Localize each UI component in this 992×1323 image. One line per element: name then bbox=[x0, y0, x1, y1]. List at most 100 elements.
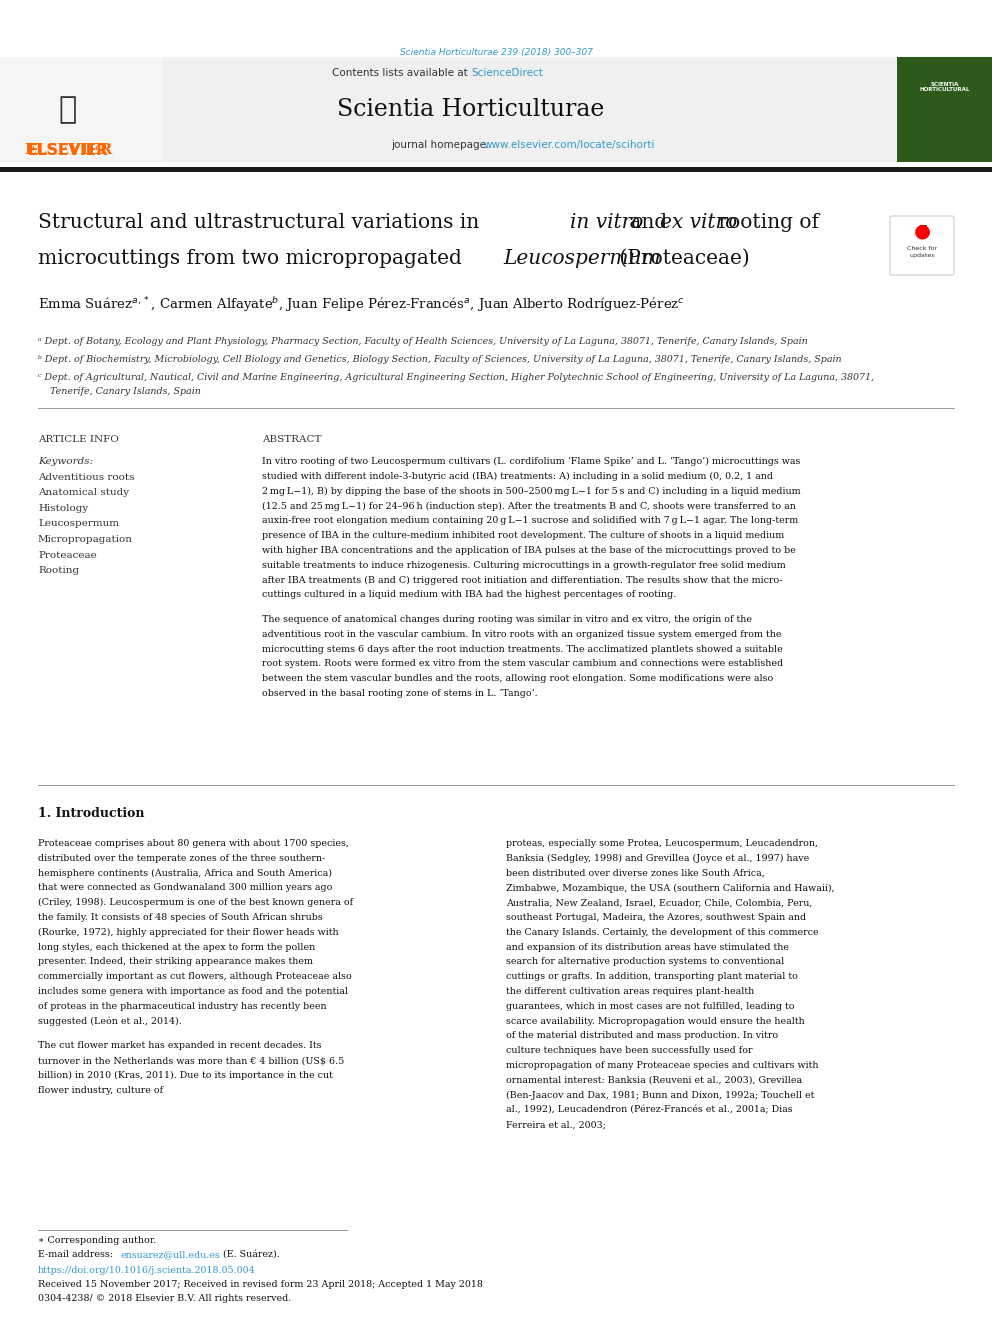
Text: Australia, New Zealand, Israel, Ecuador, Chile, Colombia, Peru,: Australia, New Zealand, Israel, Ecuador,… bbox=[506, 898, 812, 908]
Text: 🔴: 🔴 bbox=[918, 224, 927, 238]
Text: with higher IBA concentrations and the application of IBA pulses at the base of : with higher IBA concentrations and the a… bbox=[262, 546, 796, 554]
Text: Proteaceae comprises about 80 genera with about 1700 species,: Proteaceae comprises about 80 genera wit… bbox=[38, 839, 349, 848]
Text: ABSTRACT: ABSTRACT bbox=[262, 435, 321, 445]
Text: commercially important as cut flowers, although Proteaceae also: commercially important as cut flowers, a… bbox=[38, 972, 352, 982]
Text: adventitious root in the vascular cambium. In vitro roots with an organized tiss: adventitious root in the vascular cambiu… bbox=[262, 630, 782, 639]
Text: of the material distributed and mass production. In vitro: of the material distributed and mass pro… bbox=[506, 1032, 778, 1040]
Text: culture techniques have been successfully used for: culture techniques have been successfull… bbox=[506, 1046, 753, 1056]
Text: Check for: Check for bbox=[907, 246, 937, 250]
Text: (Proteaceae): (Proteaceae) bbox=[613, 249, 750, 267]
Text: suitable treatments to induce rhizogenesis. Culturing microcuttings in a growth-: suitable treatments to induce rhizogenes… bbox=[262, 561, 786, 570]
Text: updates: updates bbox=[910, 254, 934, 258]
Text: 2 mg L−1), B) by dipping the base of the shoots in 500–2500 mg L−1 for 5 s and C: 2 mg L−1), B) by dipping the base of the… bbox=[262, 487, 801, 496]
Text: scarce availability. Micropropagation would ensure the health: scarce availability. Micropropagation wo… bbox=[506, 1016, 805, 1025]
Text: cuttings or grafts. In addition, transporting plant material to: cuttings or grafts. In addition, transpo… bbox=[506, 972, 798, 982]
Text: 0304-4238/ © 2018 Elsevier B.V. All rights reserved.: 0304-4238/ © 2018 Elsevier B.V. All righ… bbox=[38, 1294, 292, 1303]
Text: microcutting stems 6 days after the root induction treatments. The acclimatized : microcutting stems 6 days after the root… bbox=[262, 644, 783, 654]
Text: Structural and ultrastructural variations in: Structural and ultrastructural variation… bbox=[38, 213, 486, 232]
Text: Banksia (Sedgley, 1998) and Grevillea (Joyce et al., 1997) have: Banksia (Sedgley, 1998) and Grevillea (J… bbox=[506, 853, 809, 863]
Text: flower industry, culture of: flower industry, culture of bbox=[38, 1086, 163, 1095]
Text: 1. Introduction: 1. Introduction bbox=[38, 807, 145, 820]
Text: The sequence of anatomical changes during rooting was similar in vitro and ex vi: The sequence of anatomical changes durin… bbox=[262, 615, 752, 624]
Text: Zimbabwe, Mozambique, the USA (southern California and Hawaii),: Zimbabwe, Mozambique, the USA (southern … bbox=[506, 884, 834, 893]
Text: turnover in the Netherlands was more than € 4 billion (US$ 6.5: turnover in the Netherlands was more tha… bbox=[38, 1056, 344, 1065]
Text: Proteaceae: Proteaceae bbox=[38, 550, 97, 560]
Text: auxin-free root elongation medium containing 20 g L−1 sucrose and solidified wit: auxin-free root elongation medium contai… bbox=[262, 516, 799, 525]
Text: studied with different indole-3-butyric acid (IBA) treatments: A) including in a: studied with different indole-3-butyric … bbox=[262, 472, 773, 482]
Text: (E. Suárez).: (E. Suárez). bbox=[220, 1250, 280, 1259]
Text: E-mail address:: E-mail address: bbox=[38, 1250, 116, 1259]
Bar bbox=[28, 57, 964, 161]
Text: Rooting: Rooting bbox=[38, 566, 79, 576]
Text: search for alternative production systems to conventional: search for alternative production system… bbox=[506, 958, 785, 966]
Text: of proteas in the pharmaceutical industry has recently been: of proteas in the pharmaceutical industr… bbox=[38, 1002, 326, 1011]
Text: al., 1992), Leucadendron (Pérez-Francés et al., 2001a; Dias: al., 1992), Leucadendron (Pérez-Francés … bbox=[506, 1106, 793, 1114]
Text: been distributed over diverse zones like South Africa,: been distributed over diverse zones like… bbox=[506, 869, 765, 877]
Text: Micropropagation: Micropropagation bbox=[38, 534, 133, 544]
Text: Scientia Horticulturae 239 (2018) 300–307: Scientia Horticulturae 239 (2018) 300–30… bbox=[400, 48, 592, 57]
Text: SCIENTIA
HORTICULTURAL: SCIENTIA HORTICULTURAL bbox=[920, 82, 970, 93]
Text: the different cultivation areas requires plant-health: the different cultivation areas requires… bbox=[506, 987, 754, 996]
Text: rooting of: rooting of bbox=[712, 213, 819, 232]
Bar bbox=[897, 57, 992, 161]
Text: ELSEVIER: ELSEVIER bbox=[24, 143, 112, 157]
Text: after IBA treatments (B and C) triggered root initiation and differentiation. Th: after IBA treatments (B and C) triggered… bbox=[262, 576, 783, 585]
Text: hemisphere continents (Australia, Africa and South America): hemisphere continents (Australia, Africa… bbox=[38, 869, 332, 877]
Text: ornamental interest: Banksia (Reuveni et al., 2003), Grevillea: ornamental interest: Banksia (Reuveni et… bbox=[506, 1076, 803, 1085]
Text: micropropagation of many Proteaceae species and cultivars with: micropropagation of many Proteaceae spec… bbox=[506, 1061, 818, 1070]
Text: between the stem vascular bundles and the roots, allowing root elongation. Some : between the stem vascular bundles and th… bbox=[262, 675, 773, 683]
Text: (Criley, 1998). Leucospermum is one of the best known genera of: (Criley, 1998). Leucospermum is one of t… bbox=[38, 898, 353, 908]
Text: guarantees, which in most cases are not fulfilled, leading to: guarantees, which in most cases are not … bbox=[506, 1002, 795, 1011]
Text: ●: ● bbox=[914, 221, 930, 241]
Text: southeast Portugal, Madeira, the Azores, southwest Spain and: southeast Portugal, Madeira, the Azores,… bbox=[506, 913, 806, 922]
Text: (Rourke, 1972), highly appreciated for their flower heads with: (Rourke, 1972), highly appreciated for t… bbox=[38, 927, 338, 937]
Text: suggested (León et al., 2014).: suggested (León et al., 2014). bbox=[38, 1016, 182, 1027]
Text: billion) in 2010 (Kras, 2011). Due to its importance in the cut: billion) in 2010 (Kras, 2011). Due to it… bbox=[38, 1072, 333, 1080]
Text: ∗ Corresponding author.: ∗ Corresponding author. bbox=[38, 1236, 157, 1245]
Text: (Ben-Jaacov and Dax, 1981; Bunn and Dixon, 1992a; Touchell et: (Ben-Jaacov and Dax, 1981; Bunn and Dixo… bbox=[506, 1090, 814, 1099]
Text: Tenerife, Canary Islands, Spain: Tenerife, Canary Islands, Spain bbox=[38, 388, 200, 397]
Text: observed in the basal rooting zone of stems in L. ‘Tango’.: observed in the basal rooting zone of st… bbox=[262, 689, 538, 699]
Text: Scientia Horticulturae: Scientia Horticulturae bbox=[337, 98, 605, 122]
Text: ᵇ Dept. of Biochemistry, Microbiology, Cell Biology and Genetics, Biology Sectio: ᵇ Dept. of Biochemistry, Microbiology, C… bbox=[38, 356, 841, 365]
Text: In vitro rooting of two Leucospermum cultivars (L. cordifolium ‘Flame Spike’ and: In vitro rooting of two Leucospermum cul… bbox=[262, 456, 801, 466]
Text: Contents lists available at: Contents lists available at bbox=[332, 67, 471, 78]
Text: cuttings cultured in a liquid medium with IBA had the highest percentages of roo: cuttings cultured in a liquid medium wit… bbox=[262, 590, 677, 599]
Text: ScienceDirect: ScienceDirect bbox=[471, 67, 543, 78]
Bar bbox=[0, 57, 163, 161]
Text: Histology: Histology bbox=[38, 504, 88, 513]
Text: and: and bbox=[623, 213, 674, 232]
Text: ᶜ Dept. of Agricultural, Nautical, Civil and Marine Engineering, Agricultural En: ᶜ Dept. of Agricultural, Nautical, Civil… bbox=[38, 373, 874, 382]
Text: long styles, each thickened at the apex to form the pollen: long styles, each thickened at the apex … bbox=[38, 942, 315, 951]
Text: includes some genera with importance as food and the potential: includes some genera with importance as … bbox=[38, 987, 348, 996]
Text: ex vitro: ex vitro bbox=[660, 213, 737, 232]
Text: Keywords:: Keywords: bbox=[38, 456, 93, 466]
Text: presenter. Indeed, their striking appearance makes them: presenter. Indeed, their striking appear… bbox=[38, 958, 313, 966]
FancyBboxPatch shape bbox=[890, 216, 954, 275]
Text: Ferreira et al., 2003;: Ferreira et al., 2003; bbox=[506, 1121, 606, 1130]
Text: Received 15 November 2017; Received in revised form 23 April 2018; Accepted 1 Ma: Received 15 November 2017; Received in r… bbox=[38, 1279, 483, 1289]
Text: https://doi.org/10.1016/j.scienta.2018.05.004: https://doi.org/10.1016/j.scienta.2018.0… bbox=[38, 1266, 256, 1275]
Text: that were connected as Gondwanaland 300 million years ago: that were connected as Gondwanaland 300 … bbox=[38, 884, 332, 893]
Text: www.elsevier.com/locate/scihorti: www.elsevier.com/locate/scihorti bbox=[484, 140, 656, 149]
Text: root system. Roots were formed ex vitro from the stem vascular cambium and conne: root system. Roots were formed ex vitro … bbox=[262, 659, 783, 668]
Text: proteas, especially some Protea, Leucospermum, Leucadendron,: proteas, especially some Protea, Leucosp… bbox=[506, 839, 818, 848]
Text: in vitro: in vitro bbox=[570, 213, 644, 232]
Text: the Canary Islands. Certainly, the development of this commerce: the Canary Islands. Certainly, the devel… bbox=[506, 927, 818, 937]
Bar bbox=[0, 167, 992, 172]
Text: (12.5 and 25 mg L−1) for 24–96 h (induction step). After the treatments B and C,: (12.5 and 25 mg L−1) for 24–96 h (induct… bbox=[262, 501, 796, 511]
Text: 🌲: 🌲 bbox=[59, 95, 77, 124]
Text: Adventitious roots: Adventitious roots bbox=[38, 474, 135, 482]
Text: Anatomical study: Anatomical study bbox=[38, 488, 129, 497]
Text: journal homepage:: journal homepage: bbox=[391, 140, 493, 149]
Text: ᵃ Dept. of Botany, Ecology and Plant Physiology, Pharmacy Section, Faculty of He: ᵃ Dept. of Botany, Ecology and Plant Phy… bbox=[38, 337, 807, 347]
Text: microcuttings from two micropropagated: microcuttings from two micropropagated bbox=[38, 249, 468, 267]
Text: distributed over the temperate zones of the three southern-: distributed over the temperate zones of … bbox=[38, 853, 325, 863]
Text: presence of IBA in the culture-medium inhibited root development. The culture of: presence of IBA in the culture-medium in… bbox=[262, 531, 785, 540]
Text: The cut flower market has expanded in recent decades. Its: The cut flower market has expanded in re… bbox=[38, 1041, 321, 1050]
Text: ELSEVIER: ELSEVIER bbox=[28, 143, 108, 157]
Text: the family. It consists of 48 species of South African shrubs: the family. It consists of 48 species of… bbox=[38, 913, 322, 922]
Text: ARTICLE INFO: ARTICLE INFO bbox=[38, 435, 119, 445]
Text: and expansion of its distribution areas have stimulated the: and expansion of its distribution areas … bbox=[506, 942, 789, 951]
Text: Emma Suárez$^{a,*}$, Carmen Alfayate$^{b}$, Juan Felipe Pérez-Francés$^{a}$, Jua: Emma Suárez$^{a,*}$, Carmen Alfayate$^{b… bbox=[38, 295, 684, 315]
